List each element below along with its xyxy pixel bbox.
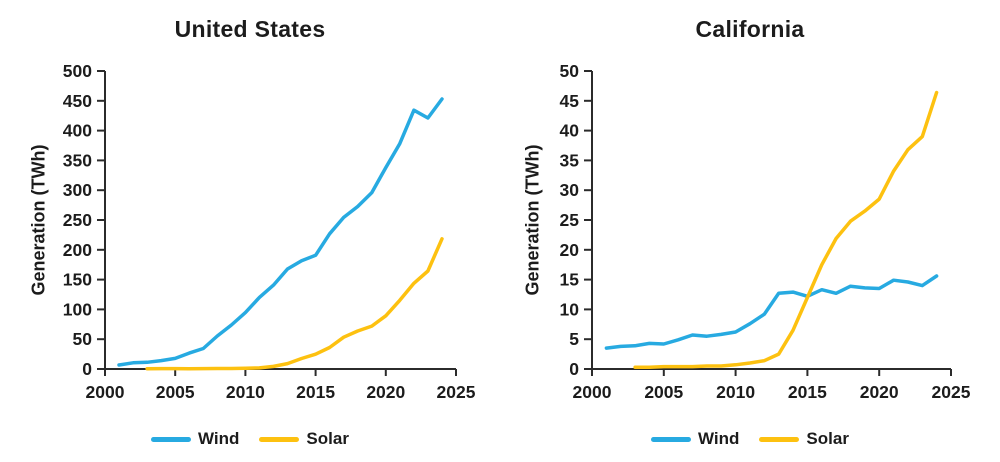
wind-line-swatch [151, 436, 192, 442]
x-tick-label: 2020 [860, 382, 899, 402]
x-tick-label: 2015 [296, 382, 335, 402]
y-tick-label: 10 [560, 299, 580, 319]
y-tick-label: 450 [63, 91, 92, 111]
wind-line-swatch [651, 436, 692, 442]
wind-legend-label: Wind [198, 429, 240, 448]
us-legend: Wind Solar [0, 428, 500, 450]
y-tick-label: 40 [560, 121, 580, 141]
us-chart-title: United States [174, 16, 326, 42]
y-tick-label: 250 [63, 210, 92, 230]
solar-line-swatch [759, 436, 800, 442]
y-tick-label: 45 [560, 91, 580, 111]
y-tick-label: 500 [63, 61, 92, 81]
y-tick-label: 400 [63, 121, 92, 141]
ca-legend: Wind Solar [500, 428, 1000, 450]
x-tick-label: 2000 [573, 382, 612, 402]
ca-chart-title: California [695, 16, 805, 42]
us-legend-item-solar: Solar [259, 429, 349, 449]
y-tick-label: 20 [560, 240, 580, 260]
ca-legend-item-wind: Wind [651, 429, 739, 449]
wind-legend-label: Wind [698, 429, 740, 448]
axes-spine [104, 71, 456, 370]
panel-california: California Generation (TWh) 0 5 10 15 20 25 30… [500, 0, 1000, 462]
x-tick-label: 2005 [644, 382, 683, 402]
us-legend-item-wind: Wind [151, 429, 239, 449]
y-tick-label: 200 [63, 240, 92, 260]
y-tick-label: 50 [560, 61, 580, 81]
x-tick-label: 2025 [932, 382, 971, 402]
y-tick-label: 50 [73, 329, 93, 349]
y-tick-label: 0 [82, 359, 92, 379]
y-tick-label: 25 [560, 210, 580, 230]
x-tick-label: 2010 [226, 382, 265, 402]
y-tick-label: 0 [569, 359, 579, 379]
y-tick-label: 15 [560, 270, 580, 290]
y-tick-label: 5 [569, 329, 579, 349]
solar-legend-label: Solar [306, 429, 349, 448]
solar-legend-label: Solar [806, 429, 849, 448]
us-plot: 0 50 100 150 200 250 300 350 400 450 500 2000 2005 20… [63, 61, 476, 402]
x-tick-label: 2010 [716, 382, 755, 402]
x-tick-label: 2005 [156, 382, 195, 402]
y-tick-label: 150 [63, 270, 92, 290]
y-tick-label: 35 [560, 150, 580, 170]
y-tick-label: 30 [560, 180, 580, 200]
wind-line [604, 274, 939, 350]
y-tick-label: 350 [63, 150, 92, 170]
solar-line-swatch [259, 436, 300, 442]
axes-spine [591, 71, 951, 370]
y-tick-label: 100 [63, 299, 92, 319]
x-tick-label: 2020 [366, 382, 405, 402]
wind-line [117, 97, 444, 367]
solar-line [145, 237, 444, 371]
x-tick-label: 2000 [86, 382, 125, 402]
panel-united-states: United States Generation (TWh) 0 50 100 150… [0, 16, 500, 450]
x-tick-label: 2025 [437, 382, 476, 402]
ca-legend-item-solar: Solar [759, 429, 849, 449]
solar-line [633, 90, 939, 369]
y-tick-label: 300 [63, 180, 92, 200]
x-tick-label: 2015 [788, 382, 827, 402]
